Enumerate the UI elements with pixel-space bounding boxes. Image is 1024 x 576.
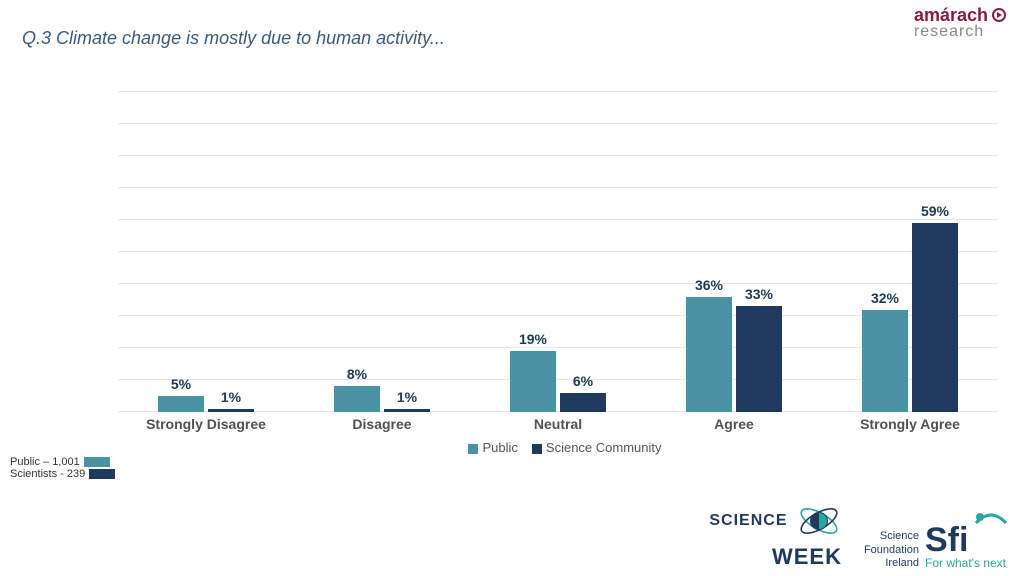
chart-legend: Public Science Community bbox=[118, 440, 998, 455]
bar-group: 32%59% bbox=[822, 92, 998, 412]
category-label: Disagree bbox=[294, 416, 470, 432]
sample-size-note: Public – 1,001Scientists - 239 bbox=[10, 456, 115, 480]
sample-swatch bbox=[89, 469, 115, 479]
footer-logos: SCIENCE WEEK Science Foundation Ireland bbox=[709, 498, 1006, 570]
sfi-text: Science Foundation Ireland bbox=[864, 530, 919, 570]
bar-chart: 5%1%8%1%19%6%36%33%32%59% bbox=[118, 92, 998, 412]
sfi-logo: Science Foundation Ireland Sfi For what'… bbox=[864, 525, 1006, 570]
bar-value-label: 32% bbox=[871, 290, 899, 306]
legend-label: Public bbox=[482, 440, 517, 455]
sample-row: Scientists - 239 bbox=[10, 468, 115, 480]
science-week-line2: WEEK bbox=[709, 544, 842, 570]
bar-group: 19%6% bbox=[470, 92, 646, 412]
bar-value-label: 59% bbox=[921, 203, 949, 219]
chart-title: Q.3 Climate change is mostly due to huma… bbox=[22, 28, 445, 49]
category-label: Agree bbox=[646, 416, 822, 432]
bar-value-label: 19% bbox=[519, 331, 547, 347]
bar: 5% bbox=[158, 396, 204, 412]
bar-value-label: 6% bbox=[573, 373, 593, 389]
bar-group: 5% 1% bbox=[118, 92, 294, 412]
bar: 59% bbox=[912, 223, 958, 412]
legend-swatch bbox=[468, 444, 478, 454]
bar: 19% bbox=[510, 351, 556, 412]
bar-value-label: 5% bbox=[171, 376, 191, 392]
legend-swatch bbox=[532, 444, 542, 454]
sfi-big: Sfi bbox=[925, 525, 1006, 556]
sample-swatch bbox=[84, 457, 110, 467]
bar-value-label: 1% bbox=[397, 389, 417, 405]
bar-value-label: 8% bbox=[347, 366, 367, 382]
sample-label: Scientists - 239 bbox=[10, 468, 85, 480]
sample-row: Public – 1,001 bbox=[10, 456, 115, 468]
atom-icon bbox=[796, 498, 842, 544]
science-week-line1: SCIENCE bbox=[709, 512, 787, 529]
amarach-logo-line1: amárach bbox=[914, 5, 988, 25]
bar: 6% bbox=[560, 393, 606, 412]
bar-value-label: 33% bbox=[745, 286, 773, 302]
sfi-arc-icon bbox=[974, 511, 1008, 525]
sample-label: Public – 1,001 bbox=[10, 456, 80, 468]
bar-value-label: 1% bbox=[221, 389, 241, 405]
amarach-logo: amárach research bbox=[914, 6, 1006, 40]
category-axis: Strongly DisagreeDisagreeNeutralAgreeStr… bbox=[118, 416, 998, 432]
category-label: Strongly Agree bbox=[822, 416, 998, 432]
bar: 33% bbox=[736, 306, 782, 412]
bar: 32% bbox=[862, 310, 908, 412]
bar-group: 36%33% bbox=[646, 92, 822, 412]
bar: 8% bbox=[334, 386, 380, 412]
amarach-logo-icon bbox=[992, 8, 1006, 22]
bar: 1% bbox=[384, 409, 430, 412]
legend-label: Science Community bbox=[546, 440, 662, 455]
bar-group: 8% 1% bbox=[294, 92, 470, 412]
category-label: Neutral bbox=[470, 416, 646, 432]
category-label: Strongly Disagree bbox=[118, 416, 294, 432]
chart-bars: 5%1%8%1%19%6%36%33%32%59% bbox=[118, 92, 998, 412]
bar: 36% bbox=[686, 297, 732, 412]
bar: 1% bbox=[208, 409, 254, 412]
science-week-logo: SCIENCE WEEK bbox=[709, 498, 842, 570]
amarach-logo-line2: research bbox=[914, 24, 1006, 40]
bar-value-label: 36% bbox=[695, 277, 723, 293]
